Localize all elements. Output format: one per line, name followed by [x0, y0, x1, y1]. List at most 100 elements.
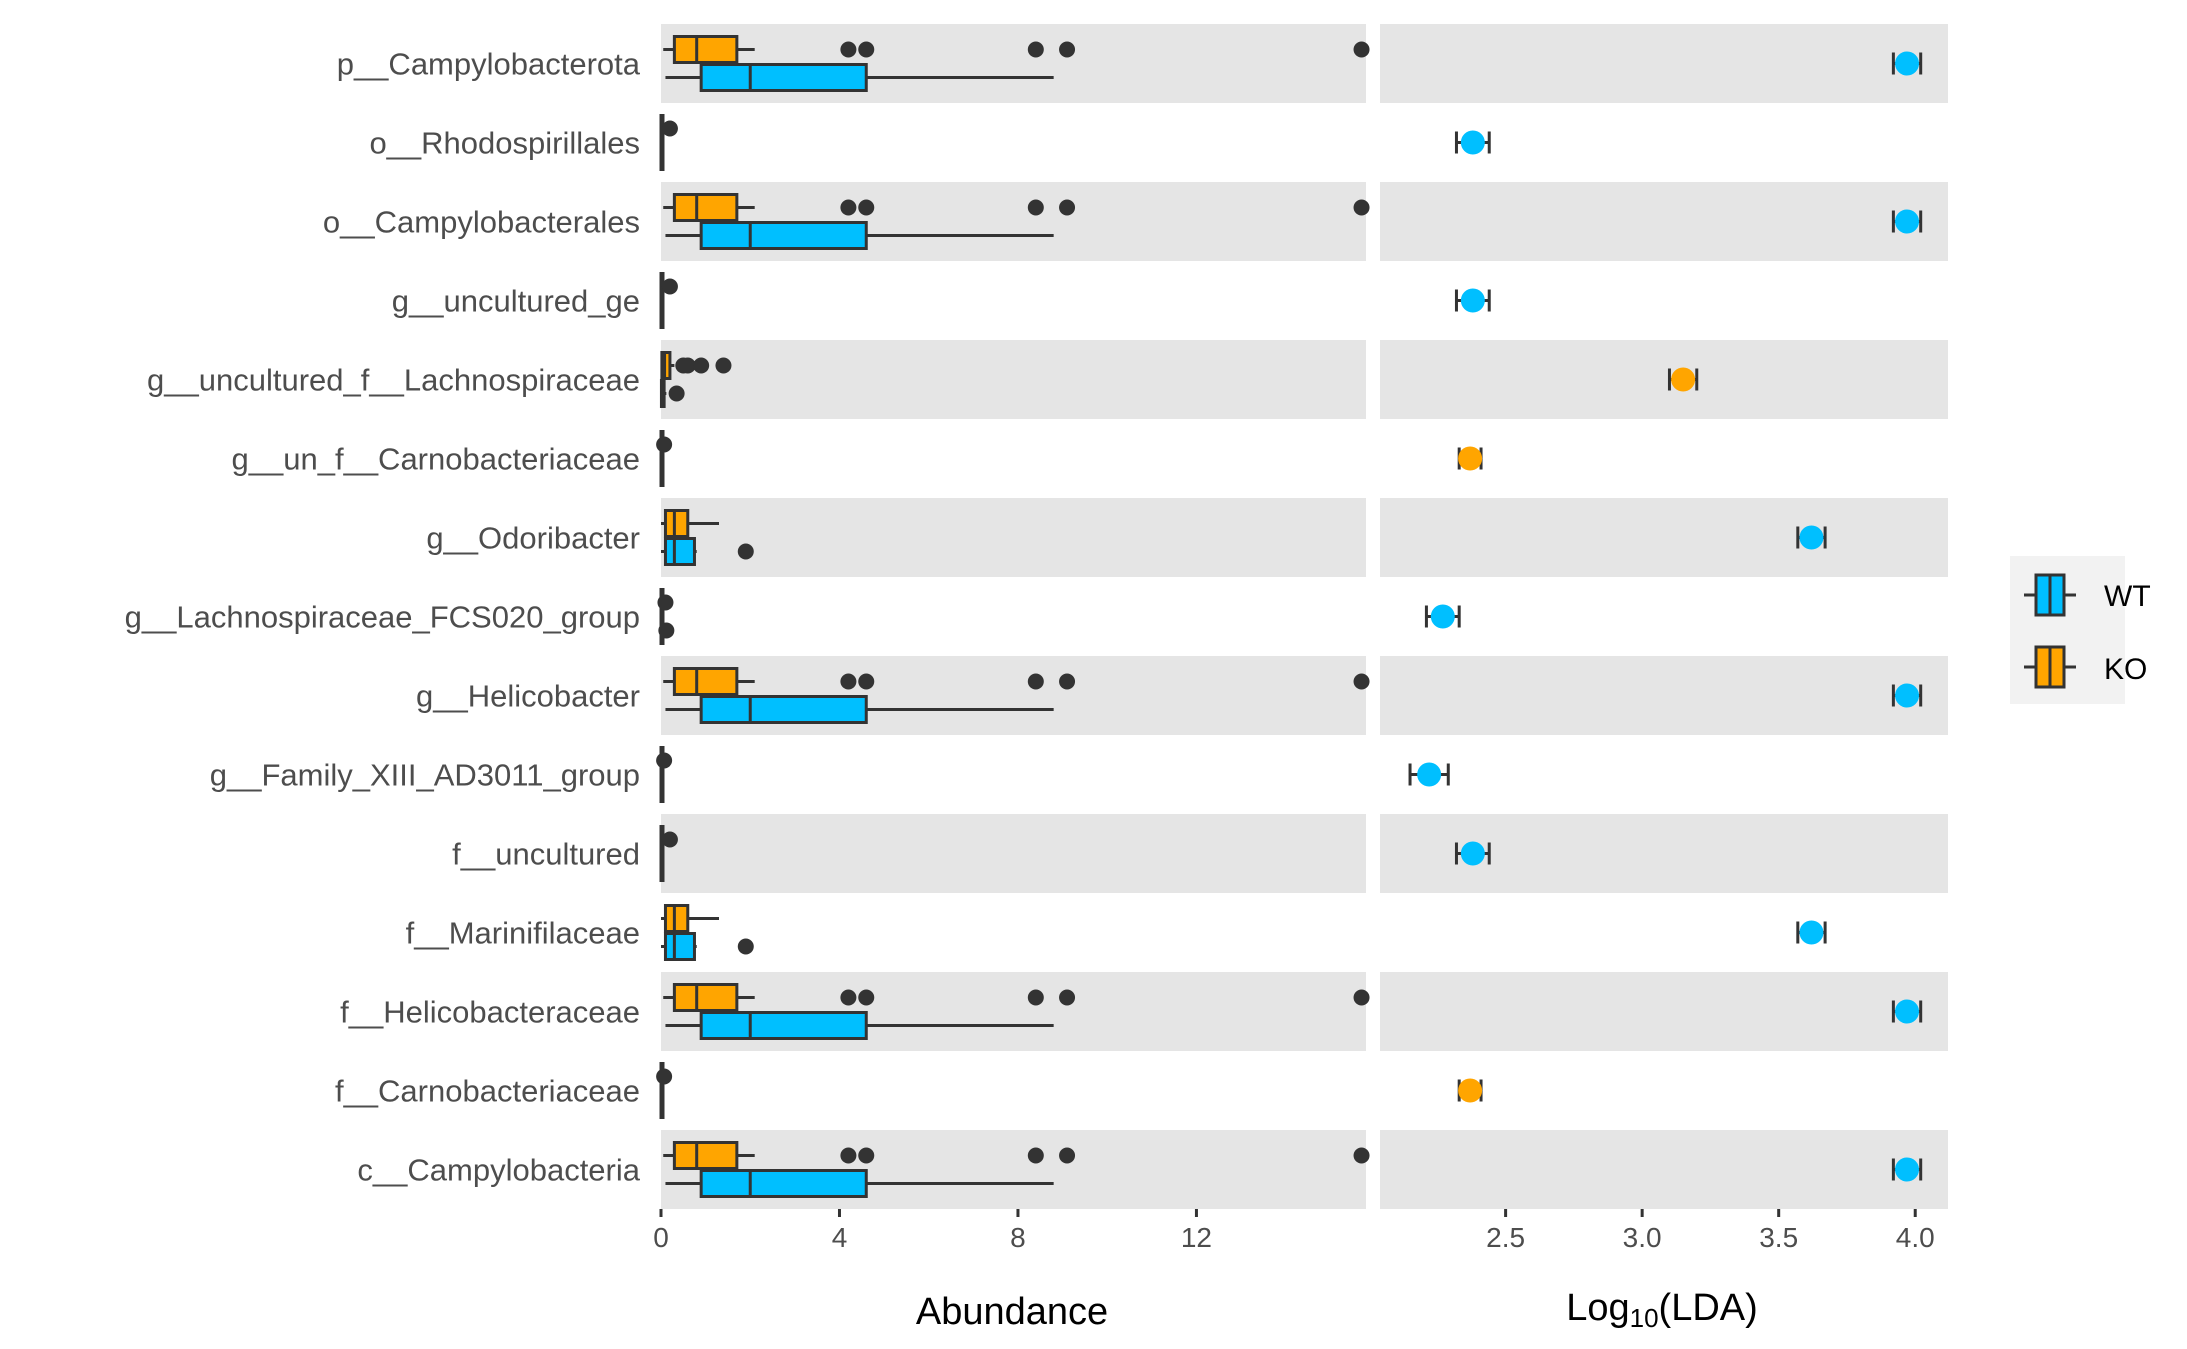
- band-lda: [1380, 972, 1948, 1051]
- lda-point-wt: [1891, 1157, 1923, 1182]
- lda-points: [1408, 51, 1923, 1182]
- boxplot-ko: [661, 509, 720, 538]
- lda-point-wt: [1424, 604, 1461, 629]
- legend-key-wt: [2024, 573, 2076, 617]
- boxplot-ko: [663, 667, 1370, 696]
- boxplot-wt: [661, 537, 754, 566]
- outlier-point: [656, 752, 673, 769]
- boxplot-ko: [663, 983, 1370, 1012]
- outlier-point: [858, 41, 875, 58]
- lda-axis-title-subscript: 10: [1630, 1303, 1659, 1333]
- boxplot-wt: [665, 221, 1054, 250]
- outlier-point: [656, 436, 673, 453]
- taxon-label: g__uncultured_f__Lachnospiraceae: [147, 363, 640, 398]
- outlier-point: [1353, 1147, 1370, 1164]
- legend-key-ko: [2024, 645, 2076, 689]
- lda-point-ko: [1667, 367, 1699, 392]
- outlier-point: [661, 120, 678, 137]
- outlier-point: [679, 357, 696, 374]
- boxplot-wt: [665, 1169, 1054, 1198]
- boxplot-ko: [657, 588, 674, 617]
- taxon-label: g__Odoribacter: [426, 521, 640, 556]
- lda-point-ko: [1457, 446, 1483, 471]
- boxplot-wt: [665, 63, 1054, 92]
- taxon-labels: p__Campylobacterota o__Rhodospirillales o_…: [125, 47, 641, 1188]
- lda-tick-label: 3.5: [1759, 1222, 1798, 1253]
- boxplot-ko: [659, 272, 678, 301]
- outlier-point: [1059, 41, 1076, 58]
- taxon-label: g__Lachnospiraceae_FCS020_group: [125, 600, 640, 635]
- boxplot-wt: [659, 300, 665, 329]
- boxplot-wt: [661, 932, 754, 961]
- boxplot-wt: [658, 616, 675, 645]
- abundance-boxplots: [656, 35, 1370, 1198]
- band-lda: [1380, 340, 1948, 419]
- outlier-point: [840, 199, 857, 216]
- legend-background: [2010, 556, 2125, 704]
- taxon-label: g__Helicobacter: [416, 679, 640, 714]
- legend-label-wt: WT: [2104, 580, 2151, 613]
- lda-axis-title-base: Log: [1566, 1287, 1629, 1329]
- outlier-point: [737, 938, 754, 955]
- lda-point-wt: [1891, 51, 1923, 76]
- outlier-point: [715, 357, 732, 374]
- outlier-point: [658, 622, 675, 639]
- outlier-point: [1027, 989, 1044, 1006]
- outlier-point: [693, 357, 710, 374]
- boxplot-wt: [659, 853, 665, 882]
- outlier-point: [656, 1068, 673, 1085]
- outlier-point: [1027, 199, 1044, 216]
- lda-tick-label: 4.0: [1896, 1222, 1935, 1253]
- taxon-label: c__Campylobacteria: [357, 1153, 640, 1188]
- boxplot-wt: [659, 458, 665, 487]
- outlier-point: [840, 1147, 857, 1164]
- axes: 0 4 8 12 2.5 3.0 3.5 4.0: [653, 1209, 1935, 1253]
- abundance-tick-label: 8: [1010, 1222, 1026, 1253]
- lda-point-wt: [1891, 683, 1923, 708]
- lda-axis-title: Log10(LDA): [1566, 1287, 1758, 1333]
- taxon-label: g__uncultured_ge: [392, 284, 640, 319]
- lda-point-ko: [1457, 1078, 1483, 1103]
- abundance-tick-label: 0: [653, 1222, 669, 1253]
- lda-point-wt: [1454, 130, 1491, 155]
- boxplot-wt: [665, 1011, 1054, 1040]
- taxon-label: f__Helicobacteraceae: [340, 995, 640, 1030]
- boxplot-ko: [661, 904, 720, 933]
- outlier-point: [737, 543, 754, 560]
- legend-label-ko: KO: [2104, 653, 2147, 686]
- taxon-label: g__un_f__Carnobacteriaceae: [232, 442, 640, 477]
- boxplot-wt: [659, 142, 665, 171]
- lda-axis-title-rest: (LDA): [1659, 1287, 1758, 1329]
- outlier-point: [1027, 1147, 1044, 1164]
- outlier-point: [668, 385, 685, 402]
- outlier-point: [840, 673, 857, 690]
- lda-tick-label: 3.0: [1623, 1222, 1662, 1253]
- outlier-point: [1059, 1147, 1076, 1164]
- outlier-point: [858, 673, 875, 690]
- band-abundance: [661, 498, 1366, 577]
- outlier-point: [858, 989, 875, 1006]
- taxon-label: o__Rhodospirillales: [369, 126, 640, 161]
- band-lda: [1380, 1130, 1948, 1209]
- outlier-point: [661, 831, 678, 848]
- outlier-point: [1353, 989, 1370, 1006]
- band-lda: [1380, 498, 1948, 577]
- outlier-point: [1059, 673, 1076, 690]
- boxplot-ko: [660, 351, 732, 380]
- lda-point-wt: [1891, 999, 1923, 1024]
- lda-point-wt: [1408, 762, 1450, 787]
- outlier-point: [1353, 199, 1370, 216]
- outlier-point: [1059, 199, 1076, 216]
- band-abundance: [661, 340, 1366, 419]
- lda-point-wt: [1454, 288, 1491, 313]
- band-abundance: [661, 814, 1366, 893]
- legend: WT KO: [2010, 556, 2151, 704]
- boxplot-wt: [659, 1090, 665, 1119]
- outlier-point: [858, 199, 875, 216]
- lda-point-wt: [1454, 841, 1491, 866]
- outlier-point: [840, 989, 857, 1006]
- taxon-label: f__Carnobacteriaceae: [335, 1074, 640, 1109]
- boxplot-wt: [659, 774, 665, 803]
- abundance-tick-label: 4: [832, 1222, 848, 1253]
